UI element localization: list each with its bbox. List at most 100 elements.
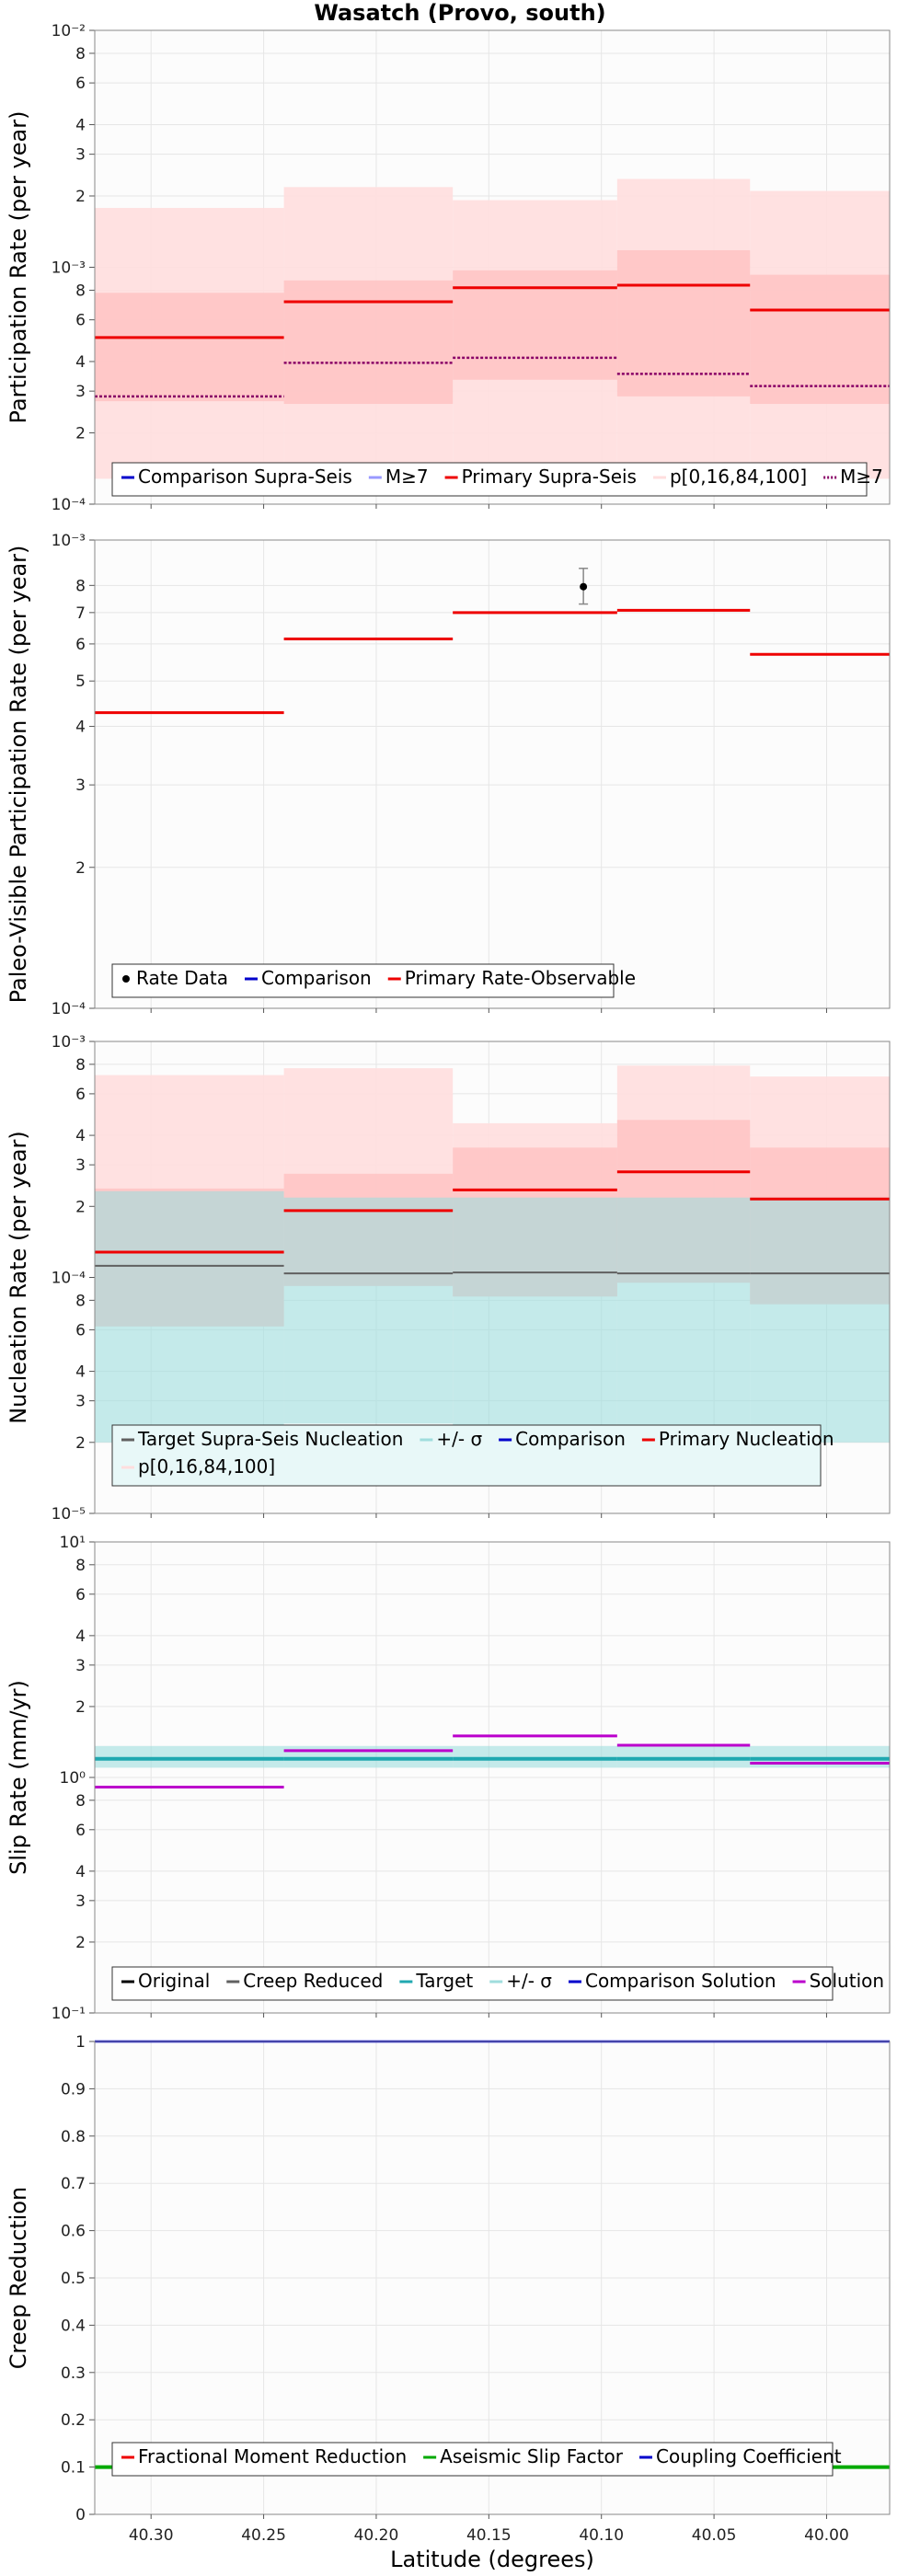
y-tick-label: 0.5 xyxy=(61,2270,86,2288)
plot-border xyxy=(94,29,891,505)
y-tick-label: 10⁻⁴ xyxy=(52,496,86,514)
y-tick-label: 3 xyxy=(75,383,86,401)
legend-entry: Comparison xyxy=(515,1428,626,1450)
y-tick-label: 0.1 xyxy=(61,2459,86,2478)
panel-paleo: 10⁻⁴ 2 3 4 5 6 7 8 10⁻³ Paleo-Visible Participati… xyxy=(6,532,891,1018)
legend-entry: Target Supra-Seis Nucleation xyxy=(137,1428,403,1450)
legend-entry: Creep Reduced xyxy=(243,1970,383,1992)
y-tick-label: 4 xyxy=(75,1363,86,1382)
y-tick-label: 8 xyxy=(75,1056,86,1075)
y-tick-label: 3 xyxy=(75,1156,86,1175)
y-tick-label: 3 xyxy=(75,146,86,165)
target-sigma-band xyxy=(95,1190,284,1443)
panel-slip: 10⁻¹ 2 3 4 6 8 10⁰ 2 3 4 6 8 10¹ Slip Rate (mm/yr) Ori… xyxy=(6,1534,891,2023)
legend-entry: p[0,16,84,100] xyxy=(670,466,807,488)
y-tick-label: 4 xyxy=(75,1627,86,1646)
y-axis-label: Paleo-Visible Participation Rate (per ye… xyxy=(6,546,31,1004)
y-tick-label: 8 xyxy=(75,577,86,595)
legend-swatch xyxy=(122,975,130,983)
panel-participation: 10⁻⁴ 2 3 4 6 8 10⁻³ 2 3 4 6 8 10⁻² Participation Rate… xyxy=(6,22,891,514)
y-tick-label: 10⁻³ xyxy=(52,532,86,550)
y-tick-label: 6 xyxy=(75,1586,86,1604)
y-tick-label: 6 xyxy=(75,1086,86,1104)
legend-entry: +/- σ xyxy=(506,1970,552,1992)
legend-entry: Target xyxy=(415,1970,473,1992)
legend-entry: Primary Nucleation xyxy=(659,1428,834,1450)
legend-entry: Primary Rate-Observable xyxy=(405,967,636,989)
y-tick-label: 4 xyxy=(75,353,86,372)
legend-entry: Fractional Moment Reduction xyxy=(138,2445,407,2467)
legend: Target Supra-Seis Nucleation +/- σ Compari… xyxy=(111,1424,834,1487)
y-tick-label: 8 xyxy=(75,1557,86,1575)
y-tick-label: 8 xyxy=(75,282,86,300)
target-sigma-band xyxy=(95,1745,284,1768)
y-tick-label: 5 xyxy=(75,673,86,691)
y-tick-label: 2 xyxy=(75,1934,86,1952)
y-tick-label: 6 xyxy=(75,312,86,330)
y-tick-label: 2 xyxy=(75,424,86,443)
x-tick-label: 40.20 xyxy=(354,2526,399,2545)
y-tick-label: 10⁻³ xyxy=(52,1033,86,1052)
panel-nucleation: 10⁻⁵ 2 3 4 6 8 10⁻⁴ 2 3 4 6 8 10⁻³ Nucleation Rate (p… xyxy=(6,1033,891,1524)
y-tick-label: 10⁻⁴ xyxy=(52,1000,86,1018)
legend-box xyxy=(111,2442,834,2477)
plot-border xyxy=(94,1041,891,1514)
y-tick-label: 8 xyxy=(75,45,86,63)
y-axis-label: Slip Rate (mm/yr) xyxy=(6,1680,31,1875)
plot-border xyxy=(94,2041,891,2515)
legend: Rate Data Comparison Primary Rate-Observab… xyxy=(111,963,636,998)
y-tick-label: 4 xyxy=(75,1863,86,1881)
y-tick-label: 3 xyxy=(75,1657,86,1675)
y-tick-label: 3 xyxy=(75,776,86,795)
band-inner xyxy=(95,293,284,402)
y-tick-label: 4 xyxy=(75,719,86,737)
band-inner xyxy=(283,280,454,405)
y-axis-label: Creep Reduction xyxy=(6,2187,31,2369)
y-tick-label: 2 xyxy=(75,188,86,206)
legend: Fractional Moment Reduction Aseismic Slip… xyxy=(111,2442,842,2477)
target-sigma-band xyxy=(283,1197,454,1424)
target-sigma-band xyxy=(616,1197,751,1448)
y-tick-label: 10⁻² xyxy=(52,22,86,40)
legend-entry: Comparison xyxy=(261,967,372,989)
legend-entry: Coupling Coefficient xyxy=(656,2445,842,2467)
y-tick-label: 2 xyxy=(75,859,86,878)
y-tick-label: 3 xyxy=(75,1892,86,1911)
legend-entry: Rate Data xyxy=(136,967,228,989)
y-tick-label: 8 xyxy=(75,1792,86,1811)
legend-box xyxy=(111,963,615,998)
plot-border xyxy=(94,539,891,1009)
y-tick-label: 6 xyxy=(75,636,86,654)
legend: Comparison Supra-Seis M≥7 Primary Supra-Se… xyxy=(111,462,883,497)
legend-box xyxy=(111,1966,834,2001)
plot-area xyxy=(95,540,890,1008)
y-tick-label: 4 xyxy=(75,1127,86,1145)
y-tick-label: 2 xyxy=(75,1198,86,1216)
y-tick-label: 6 xyxy=(75,1321,86,1340)
y-tick-label: 1 xyxy=(75,2033,86,2052)
x-tick-label: 40.10 xyxy=(579,2526,624,2545)
legend-entry: Comparison Supra-Seis xyxy=(138,466,352,488)
y-tick-label: 10¹ xyxy=(60,1534,86,1552)
legend-entry: p[0,16,84,100] xyxy=(138,1455,275,1478)
y-tick-label: 3 xyxy=(75,1393,86,1411)
y-axis-label: Nucleation Rate (per year) xyxy=(6,1131,31,1424)
target-sigma-band xyxy=(453,1197,617,1441)
x-tick-label: 40.15 xyxy=(466,2526,512,2545)
y-tick-label: 7 xyxy=(75,604,86,623)
figure-title: Wasatch (Provo, south) xyxy=(314,0,605,26)
rate-data-point xyxy=(580,582,588,591)
y-tick-label: 0.6 xyxy=(61,2223,86,2241)
y-tick-label: 8 xyxy=(75,1292,86,1310)
legend-box xyxy=(111,462,868,497)
legend-entry: +/- σ xyxy=(436,1428,482,1450)
panels: 10⁻⁴ 2 3 4 6 8 10⁻³ 2 3 4 6 8 10⁻² Participation Rate… xyxy=(6,22,891,2545)
legend-entry: Original xyxy=(138,1970,210,1992)
y-tick-label: 0.7 xyxy=(61,2175,86,2193)
band-inner xyxy=(616,249,751,397)
target-sigma-band xyxy=(453,1745,617,1768)
y-tick-label: 0 xyxy=(75,2506,86,2524)
legend-entry: Solution xyxy=(810,1970,884,1992)
y-tick-label: 10⁻⁵ xyxy=(52,1505,86,1524)
